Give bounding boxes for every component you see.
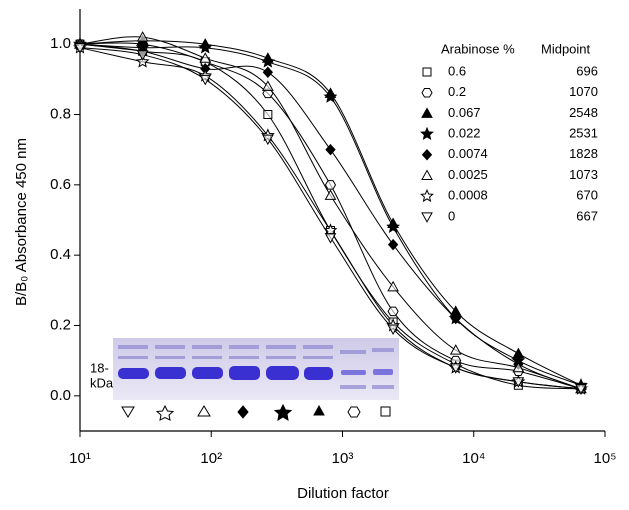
legend-label: 0.0074 xyxy=(448,146,488,161)
marker xyxy=(136,50,149,61)
marker xyxy=(262,134,274,146)
legend-marker xyxy=(422,67,432,77)
x-tick-label: 10³ xyxy=(332,450,354,467)
legend-marker xyxy=(421,169,433,180)
marker xyxy=(386,219,401,233)
marker xyxy=(260,54,275,68)
marker xyxy=(387,306,399,317)
marker xyxy=(198,40,213,54)
marker xyxy=(449,363,462,374)
x-axis-title: Dilution factor xyxy=(297,485,389,502)
marker xyxy=(263,110,273,119)
x-tick-label: 10⁵ xyxy=(594,450,617,467)
legend-label: 0.2 xyxy=(448,84,466,99)
fit-curve xyxy=(79,42,582,390)
marker xyxy=(449,344,462,355)
legend-header: Arabinose % xyxy=(441,41,515,56)
y-tick-label: 0.2 xyxy=(50,316,71,333)
inset-label: kDa xyxy=(90,375,114,390)
marker xyxy=(325,143,336,156)
legend-label: 0.0008 xyxy=(448,188,488,203)
gel-inset xyxy=(113,338,399,421)
legend-midpoint: 1073 xyxy=(569,167,598,182)
legend-marker xyxy=(421,149,433,161)
legend-marker xyxy=(420,126,434,141)
legend-midpoint: 670 xyxy=(576,188,598,203)
marker xyxy=(387,238,399,251)
marker xyxy=(324,233,337,244)
legend-midpoint: 2531 xyxy=(569,126,598,141)
y-tick-label: 0.0 xyxy=(50,387,71,404)
y-tick-label: 0.4 xyxy=(50,246,71,263)
x-tick-label: 10⁴ xyxy=(462,450,485,467)
marker xyxy=(575,384,587,395)
marker xyxy=(323,89,338,103)
legend-label: 0.067 xyxy=(448,105,481,120)
marker xyxy=(324,180,337,190)
marker xyxy=(262,66,274,79)
marker xyxy=(262,80,274,91)
y-tick-label: 0.6 xyxy=(50,176,71,193)
legend-midpoint: 1828 xyxy=(569,146,598,161)
legend-label: 0 xyxy=(448,208,455,223)
marker xyxy=(199,74,212,86)
legend-label: 0.6 xyxy=(448,63,466,78)
legend-marker xyxy=(420,188,434,203)
y-tick-label: 0.8 xyxy=(50,105,71,122)
legend-label: 0.022 xyxy=(448,126,481,141)
x-tick-label: 10² xyxy=(200,450,222,467)
marker xyxy=(387,280,399,292)
fit-curve xyxy=(79,40,582,386)
legend-marker xyxy=(421,107,433,118)
marker xyxy=(135,54,150,68)
legend-marker xyxy=(421,212,433,223)
marker xyxy=(136,31,149,42)
marker xyxy=(512,361,525,373)
legend-label: 0.0025 xyxy=(448,167,488,182)
marker xyxy=(512,377,525,388)
legend-midpoint: 1070 xyxy=(569,84,598,99)
legend-header: Midpoint xyxy=(541,41,591,56)
y-axis-title: B/B₀ Absorbance 450 nm xyxy=(13,138,30,306)
marker xyxy=(74,43,86,54)
x-tick-label: 10¹ xyxy=(69,450,91,467)
legend-midpoint: 696 xyxy=(576,63,598,78)
inset-label: 18- xyxy=(90,360,109,375)
legend-midpoint: 2548 xyxy=(569,105,598,120)
marker xyxy=(199,52,212,63)
marker xyxy=(324,189,337,200)
legend-midpoint: 667 xyxy=(576,208,598,223)
marker xyxy=(450,312,461,325)
legend-marker xyxy=(421,87,433,98)
marker xyxy=(387,324,399,336)
y-tick-label: 1.0 xyxy=(50,35,71,52)
